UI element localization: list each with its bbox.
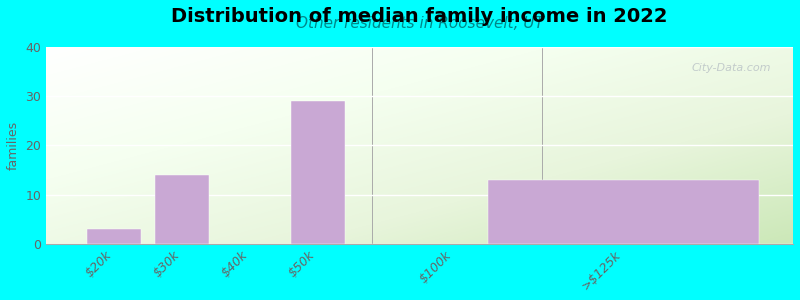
Bar	[155, 175, 209, 244]
Bar	[290, 101, 345, 244]
Y-axis label: families: families	[7, 121, 20, 170]
Text: Other residents in Roosevelt, UT: Other residents in Roosevelt, UT	[296, 16, 543, 31]
Bar	[487, 180, 759, 244]
Bar	[87, 229, 142, 244]
Text: City-Data.com: City-Data.com	[691, 63, 770, 73]
Title: Distribution of median family income in 2022: Distribution of median family income in …	[171, 7, 668, 26]
